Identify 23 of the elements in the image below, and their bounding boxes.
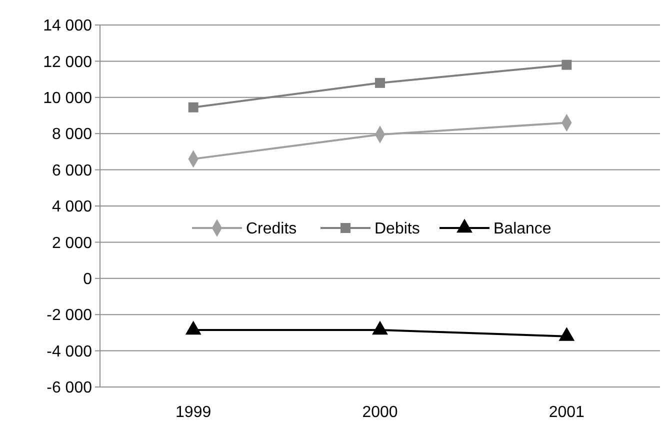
y-tick-label: 0 [83, 271, 92, 288]
legend-label: Credits [246, 220, 297, 238]
y-tick-label: -2 000 [46, 307, 92, 324]
y-tick-label: 8 000 [52, 126, 92, 144]
x-tick-label: 2001 [548, 404, 585, 421]
legend-label: Balance [494, 220, 552, 238]
y-tick-label: 12 000 [43, 54, 92, 71]
y-tick-label: -4 000 [46, 343, 92, 360]
y-tick-label: 6 000 [52, 162, 92, 180]
point [375, 78, 385, 88]
y-tick-label: 10 000 [43, 90, 92, 107]
y-tick-label: 4 000 [52, 198, 92, 216]
x-tick-label: 2000 [362, 404, 398, 421]
y-tick-label: 14 000 [43, 18, 92, 35]
point [185, 320, 202, 335]
point [188, 102, 198, 112]
y-tick-label: 2 000 [52, 234, 92, 252]
x-tick-label: 1999 [176, 404, 212, 421]
legend-label: Debits [374, 220, 420, 238]
point [562, 60, 572, 70]
point [558, 327, 575, 341]
point [372, 320, 388, 335]
y-tick-label: -6 000 [46, 380, 92, 397]
